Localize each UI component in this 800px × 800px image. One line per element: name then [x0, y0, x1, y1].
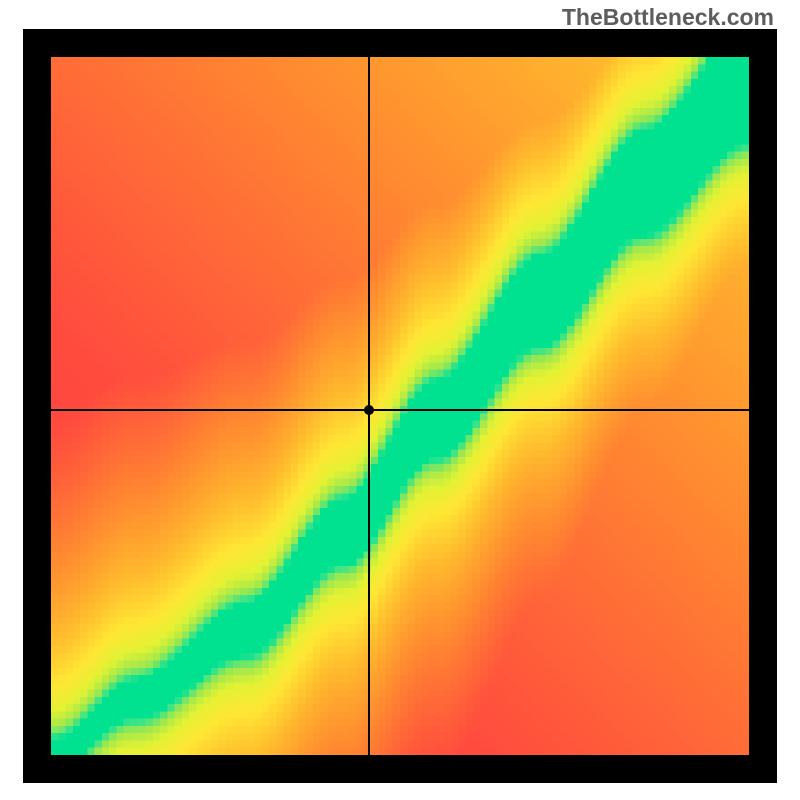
watermark-text: TheBottleneck.com — [562, 4, 774, 31]
selection-marker — [364, 405, 374, 415]
bottleneck-heatmap — [51, 57, 749, 755]
chart-container: TheBottleneck.com — [0, 0, 800, 800]
crosshair-horizontal — [51, 409, 749, 411]
